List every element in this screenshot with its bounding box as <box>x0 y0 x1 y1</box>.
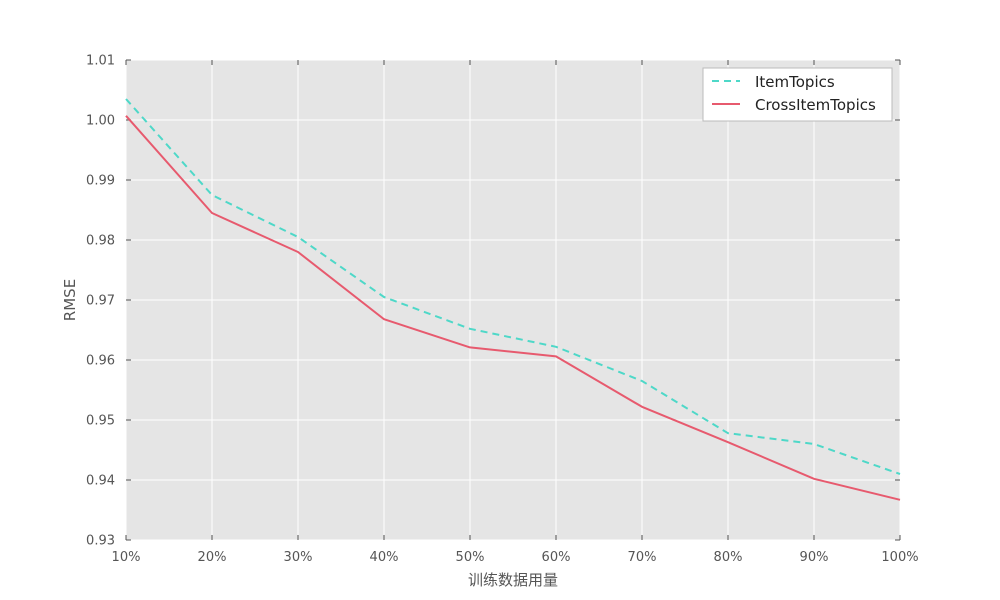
legend-label-crossitemtopics: CrossItemTopics <box>755 96 876 114</box>
y-tick-label: 0.95 <box>86 414 115 429</box>
x-tick-label: 60% <box>542 550 571 565</box>
y-tick-label: 0.93 <box>86 534 115 549</box>
x-tick-label: 80% <box>714 550 743 565</box>
y-tick-label: 0.96 <box>86 354 115 369</box>
y-tick-label: 0.97 <box>86 294 115 309</box>
x-tick-label: 70% <box>628 550 657 565</box>
series-line-itemtopics <box>125 98 901 475</box>
axis-ticks <box>125 59 901 541</box>
y-tick-label: 1.00 <box>86 114 115 129</box>
x-tick-labels: 10% 20% 30% 40% 50% 60% 70% 80% 90% 100% <box>112 550 919 565</box>
x-axis-label: 训练数据用量 <box>468 571 558 589</box>
series-line-crossitemtopics <box>125 115 901 501</box>
y-tick-label: 1.01 <box>86 54 115 69</box>
x-tick-label: 30% <box>284 550 313 565</box>
x-tick-label: 20% <box>198 550 227 565</box>
x-tick-label: 40% <box>370 550 399 565</box>
series-lines <box>125 98 901 501</box>
legend: ItemTopics CrossItemTopics <box>702 67 893 122</box>
x-tick-label: 90% <box>800 550 829 565</box>
y-tick-label: 0.99 <box>86 174 115 189</box>
legend-label-itemtopics: ItemTopics <box>755 73 835 91</box>
y-axis-label: RMSE <box>61 279 79 321</box>
y-tick-label: 0.98 <box>86 234 115 249</box>
x-tick-label: 10% <box>112 550 141 565</box>
x-tick-label: 100% <box>881 550 918 565</box>
x-tick-label: 50% <box>456 550 485 565</box>
y-tick-label: 0.94 <box>86 474 115 489</box>
legend-box <box>702 67 893 122</box>
y-tick-labels: 0.93 0.94 0.95 0.96 0.97 0.98 0.99 1.00 1.01 <box>86 54 115 549</box>
